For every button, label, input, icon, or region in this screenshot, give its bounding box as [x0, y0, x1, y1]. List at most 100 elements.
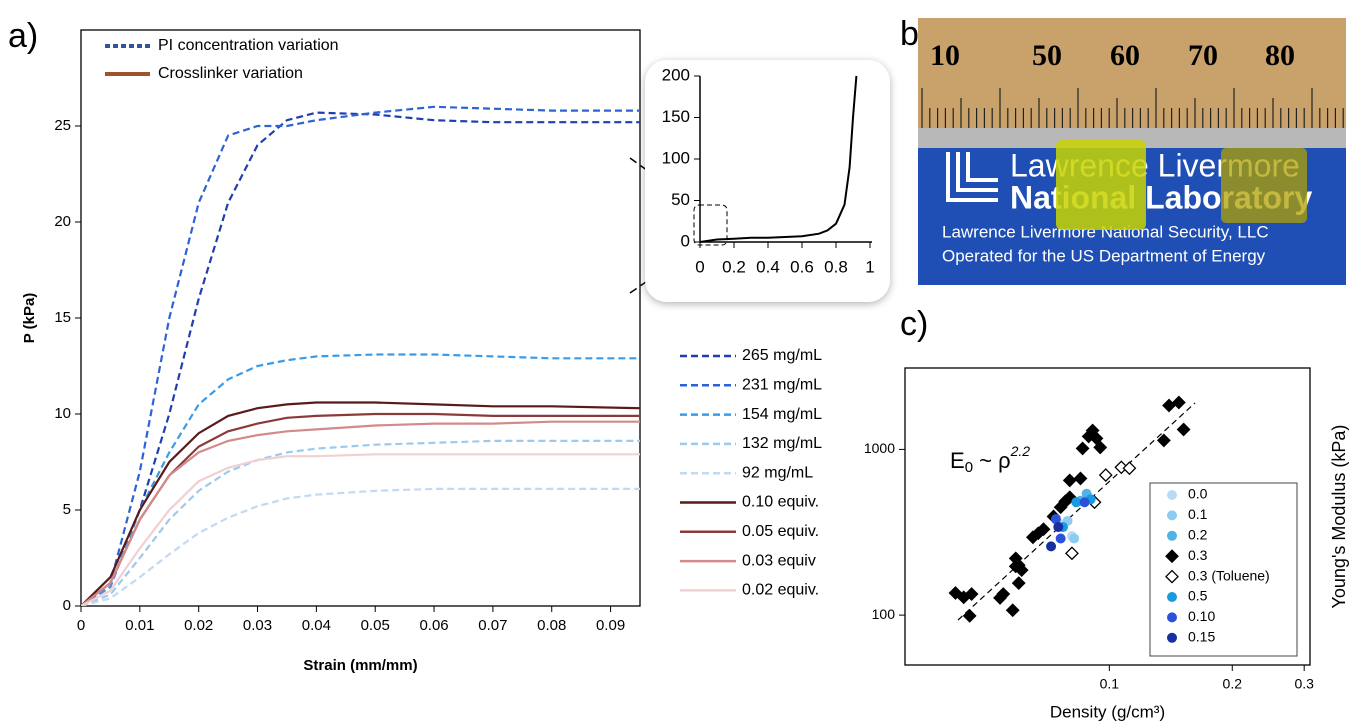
legend-label: Crosslinker variation: [158, 65, 303, 82]
ruler-number: 50: [1032, 39, 1062, 72]
series-line: [81, 111, 640, 606]
point: [1036, 522, 1051, 537]
ruler-ticks: [921, 88, 1344, 128]
legend-label: PI concentration variation: [158, 37, 339, 54]
x-tick-label: 0.06: [419, 617, 448, 634]
annotation-part: 2.2: [1010, 443, 1031, 459]
legend-label: 0.02 equiv.: [742, 582, 819, 599]
point: [1055, 533, 1066, 544]
x-tick-label: 0.6: [790, 257, 814, 276]
point: [996, 587, 1011, 601]
annotation-part: 0: [965, 459, 973, 476]
y-tick-label: 200: [662, 65, 690, 84]
panel-label: c): [900, 305, 928, 343]
ruler-number: 80: [1265, 39, 1295, 72]
x-tick-label: 0.2: [1223, 676, 1243, 692]
y-tick-label: 20: [54, 213, 71, 230]
legend-label: 0.03 equiv: [742, 552, 816, 569]
point: [1014, 563, 1029, 577]
legend-swatch: [1167, 612, 1177, 623]
point: [1176, 422, 1191, 437]
y-tick-label: 10: [54, 405, 71, 422]
y-tick-label: 150: [662, 107, 690, 126]
point: [1075, 441, 1090, 456]
point: [1073, 471, 1088, 486]
panel-label: a): [8, 17, 38, 55]
x-tick-label: 0.07: [478, 617, 507, 634]
legend-label: 0.10: [1188, 608, 1215, 624]
ruler-number: 60: [1110, 39, 1140, 72]
annotation: E0 ~ ρ2.2: [950, 443, 1030, 476]
legend-label: 154 mg/mL: [742, 406, 822, 423]
point: [1011, 576, 1026, 591]
ruler-number: 70: [1188, 39, 1218, 72]
legend-label: 0.5: [1188, 588, 1208, 604]
x-tick-label: 0.08: [537, 617, 566, 634]
y-tick-label: 100: [872, 606, 896, 622]
annotation-part: E: [950, 448, 965, 473]
y-tick-label: 0: [63, 597, 71, 614]
legend-label: 92 mg/mL: [742, 464, 813, 481]
x-tick-label: 0: [77, 617, 85, 634]
y-tick-label: 50: [671, 190, 690, 209]
ruler-edge: [918, 128, 1346, 148]
caption: Operated for the US Department of Energy: [942, 246, 1266, 265]
series-line: [81, 353, 640, 606]
y-axis-title: P (kPa): [21, 293, 38, 344]
point: [962, 608, 977, 623]
y-tick-label: 25: [54, 117, 71, 134]
photo: Lawrence Livermore National Laboratory L…: [918, 18, 1346, 285]
legend-swatch: [1165, 549, 1179, 564]
x-tick-label: 0.09: [596, 617, 625, 634]
legend-label: 0.2: [1188, 527, 1208, 543]
legend-label: 0.05 equiv.: [742, 523, 819, 540]
y-tick-label: 0: [681, 231, 690, 250]
logo-mark: [946, 152, 998, 202]
y-tick-label: 100: [662, 148, 690, 167]
point: [1050, 514, 1061, 525]
x-tick-label: 0.04: [302, 617, 331, 634]
point: [964, 587, 979, 601]
ruler-number: 10: [930, 39, 960, 72]
y-tick-label: 5: [63, 501, 71, 518]
series-line: [81, 401, 640, 606]
sample: [1221, 148, 1307, 223]
plot-frame: [904, 367, 1311, 666]
x-tick-label: 0.03: [243, 617, 272, 634]
plot-frame: [80, 29, 641, 607]
legend-label: 0.3 (Toluene): [1188, 567, 1270, 583]
series-line: [81, 439, 640, 606]
point: [1053, 522, 1064, 533]
point: [1071, 497, 1082, 508]
series-line: [81, 105, 640, 606]
zoom-box: [693, 204, 728, 246]
point: [1114, 460, 1129, 475]
annotation-part: ~ ρ: [973, 448, 1011, 473]
legend-label: 0.10 equiv.: [742, 494, 819, 511]
series-line: [81, 420, 640, 606]
x-tick-label: 0.2: [722, 257, 746, 276]
point: [1005, 603, 1020, 618]
legend-label: 231 mg/mL: [742, 377, 822, 394]
point: [1079, 497, 1090, 508]
x-tick-label: 0.02: [184, 617, 213, 634]
x-tick-label: 0.01: [125, 617, 154, 634]
x-axis-title: Strain (mm/mm): [303, 657, 417, 674]
legend-label: 0.0: [1188, 486, 1208, 502]
legend-swatch: [1165, 569, 1179, 584]
point: [1156, 433, 1171, 448]
legend-swatch: [1167, 530, 1177, 541]
series-line: [81, 412, 640, 606]
point: [1069, 533, 1080, 544]
legend-swatch: [1167, 632, 1177, 643]
sample: [1056, 140, 1146, 230]
legend-label: 132 mg/mL: [742, 435, 822, 452]
x-tick-label: 0.05: [361, 617, 390, 634]
legend-swatch: [1167, 592, 1177, 602]
x-tick-label: 0.3: [1294, 676, 1314, 692]
x-tick-label: 0: [695, 257, 704, 276]
caption: Lawrence Livermore National Security, LL…: [942, 222, 1269, 241]
point: [1065, 546, 1079, 561]
legend-label: 0.3: [1188, 547, 1208, 563]
